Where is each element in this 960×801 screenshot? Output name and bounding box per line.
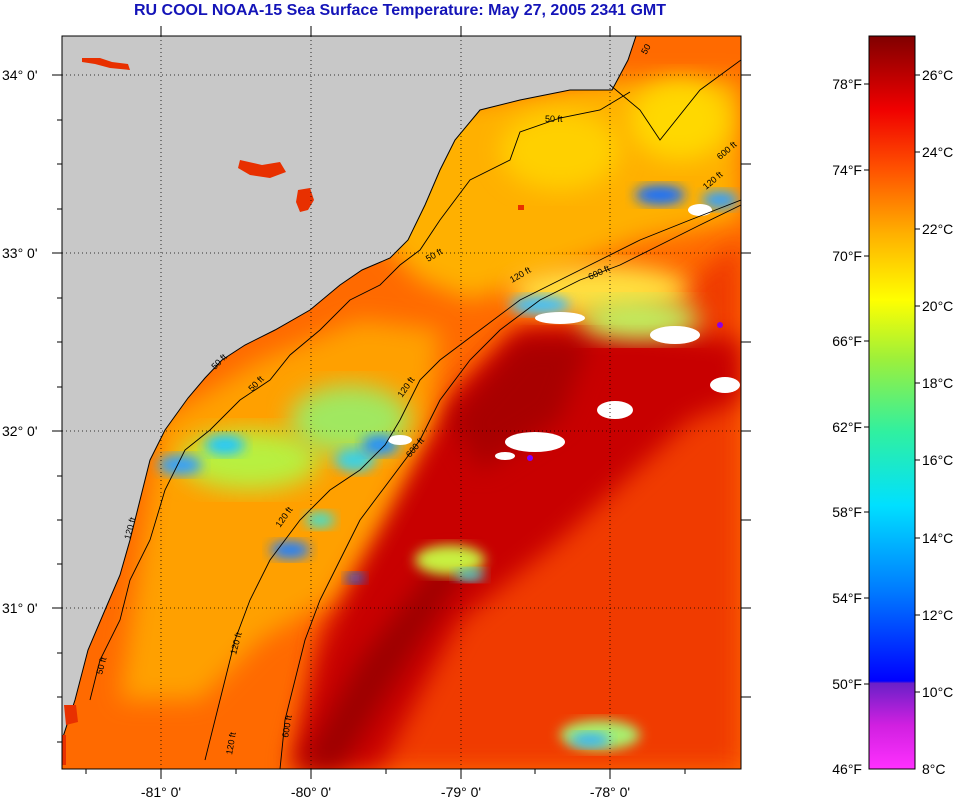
yellow-patch-north <box>500 110 620 190</box>
cloud-5 <box>535 312 585 324</box>
contour-50ft <box>89 91 631 701</box>
colorbar-c-label: 18°C <box>922 375 953 391</box>
cold-spot-2 <box>205 435 245 455</box>
colorbar-c-label: 14°C <box>922 530 953 546</box>
colorbar-c-label: 12°C <box>922 607 953 623</box>
coastline <box>62 36 637 741</box>
land-mass <box>62 36 636 740</box>
cloud-8 <box>495 452 515 460</box>
contour-label: 50 ft <box>94 656 108 676</box>
colorbar-f-label: 46°F <box>832 761 862 777</box>
colorbar-f-label: 70°F <box>832 248 862 264</box>
colorbar-gradient <box>868 35 916 770</box>
colorbar-f-label: 74°F <box>832 162 862 178</box>
colorbar-c-label: 16°C <box>922 452 953 468</box>
cloud-1 <box>505 432 565 452</box>
lake-2 <box>238 160 286 178</box>
lake-5 <box>62 735 66 765</box>
green-patch-1 <box>180 430 320 490</box>
contour-label: 50 <box>639 42 653 56</box>
lake-3 <box>296 188 314 212</box>
colorbar-f-label: 62°F <box>832 419 862 435</box>
contour-120ft <box>204 199 741 761</box>
cold-spot-10 <box>345 573 365 583</box>
lake-6 <box>518 205 524 210</box>
lat-label: 31° 0' <box>2 600 38 616</box>
lat-label: 34° 0' <box>2 67 38 83</box>
colorbar-f-label: 78°F <box>832 76 862 92</box>
axis-ticks <box>52 26 751 779</box>
sst-map: 50 ft 50 ft 50 ft 120 ft 600 ft 120 ft 6… <box>62 36 741 769</box>
yellow-patch-east <box>630 80 730 160</box>
purple-speck <box>717 322 723 328</box>
cloud-4 <box>650 326 700 344</box>
colorbar-c-label: 20°C <box>922 298 953 314</box>
cold-spot-9 <box>510 296 570 314</box>
colorbar-f-label: 58°F <box>832 504 862 520</box>
cloud-6 <box>688 204 712 216</box>
purple-speck <box>527 455 533 461</box>
cold-spot-12 <box>455 569 485 581</box>
colorbar-c-label: 8°C <box>922 761 946 777</box>
contour-label: 600 ft <box>280 714 294 738</box>
gulf-stream-dark-north <box>450 340 590 470</box>
cold-spot-6 <box>305 512 335 528</box>
cloud-2 <box>597 401 633 419</box>
colorbar: 78°F 74°F 70°F 66°F 62°F 58°F 54°F 50°F … <box>832 35 953 777</box>
cloud-3 <box>710 377 740 393</box>
cold-spot-7 <box>635 185 685 205</box>
lake-4 <box>64 705 78 725</box>
lon-label: -80° 0' <box>291 784 331 800</box>
colorbar-f-label: 50°F <box>832 676 862 692</box>
cold-spot-11 <box>570 733 610 747</box>
colorbar-f-label: 66°F <box>832 333 862 349</box>
bathymetry-contours <box>89 59 741 769</box>
cold-spot-3 <box>335 448 375 472</box>
cold-spot-5 <box>270 541 310 559</box>
gulf-stream-dark-band <box>300 560 470 769</box>
contour-50ft-north <box>609 59 741 141</box>
contour-label: 50 ft <box>545 114 563 124</box>
contour-600ft <box>279 204 741 769</box>
lon-label: -79° 0' <box>441 784 481 800</box>
lat-label: 33° 0' <box>2 245 38 261</box>
colorbar-c-label: 22°C <box>922 221 953 237</box>
lake-1 <box>82 58 130 70</box>
cold-spot-1 <box>158 455 202 475</box>
lon-label: -78° 0' <box>590 784 630 800</box>
green-patch-5 <box>415 545 485 575</box>
map-title: RU COOL NOAA-15 Sea Surface Temperature:… <box>133 2 667 19</box>
colorbar-ticks <box>864 74 920 693</box>
colorbar-c-label: 10°C <box>922 684 953 700</box>
colorbar-f-label: 54°F <box>832 590 862 606</box>
colorbar-c-label: 26°C <box>922 67 953 83</box>
cloud-7 <box>388 435 412 445</box>
colorbar-c-label: 24°C <box>922 144 953 160</box>
contour-label: 120 ft <box>224 731 238 755</box>
map-frame <box>61 35 742 770</box>
lon-label: -81° 0' <box>141 784 181 800</box>
lat-label: 32° 0' <box>2 423 38 439</box>
